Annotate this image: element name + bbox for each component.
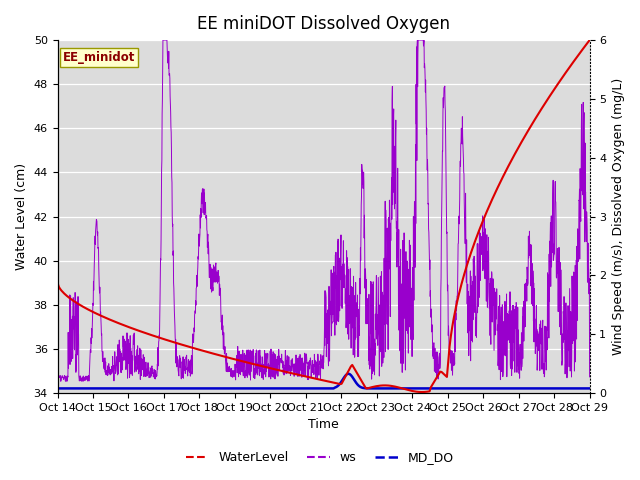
Text: EE_minidot: EE_minidot <box>63 51 135 64</box>
Y-axis label: Wind Speed (m/s), Dissolved Oxygen (mg/L): Wind Speed (m/s), Dissolved Oxygen (mg/L… <box>612 78 625 355</box>
Legend: WaterLevel, ws, MD_DO: WaterLevel, ws, MD_DO <box>181 446 459 469</box>
X-axis label: Time: Time <box>308 419 339 432</box>
Title: EE miniDOT Dissolved Oxygen: EE miniDOT Dissolved Oxygen <box>197 15 450 33</box>
Y-axis label: Water Level (cm): Water Level (cm) <box>15 163 28 270</box>
